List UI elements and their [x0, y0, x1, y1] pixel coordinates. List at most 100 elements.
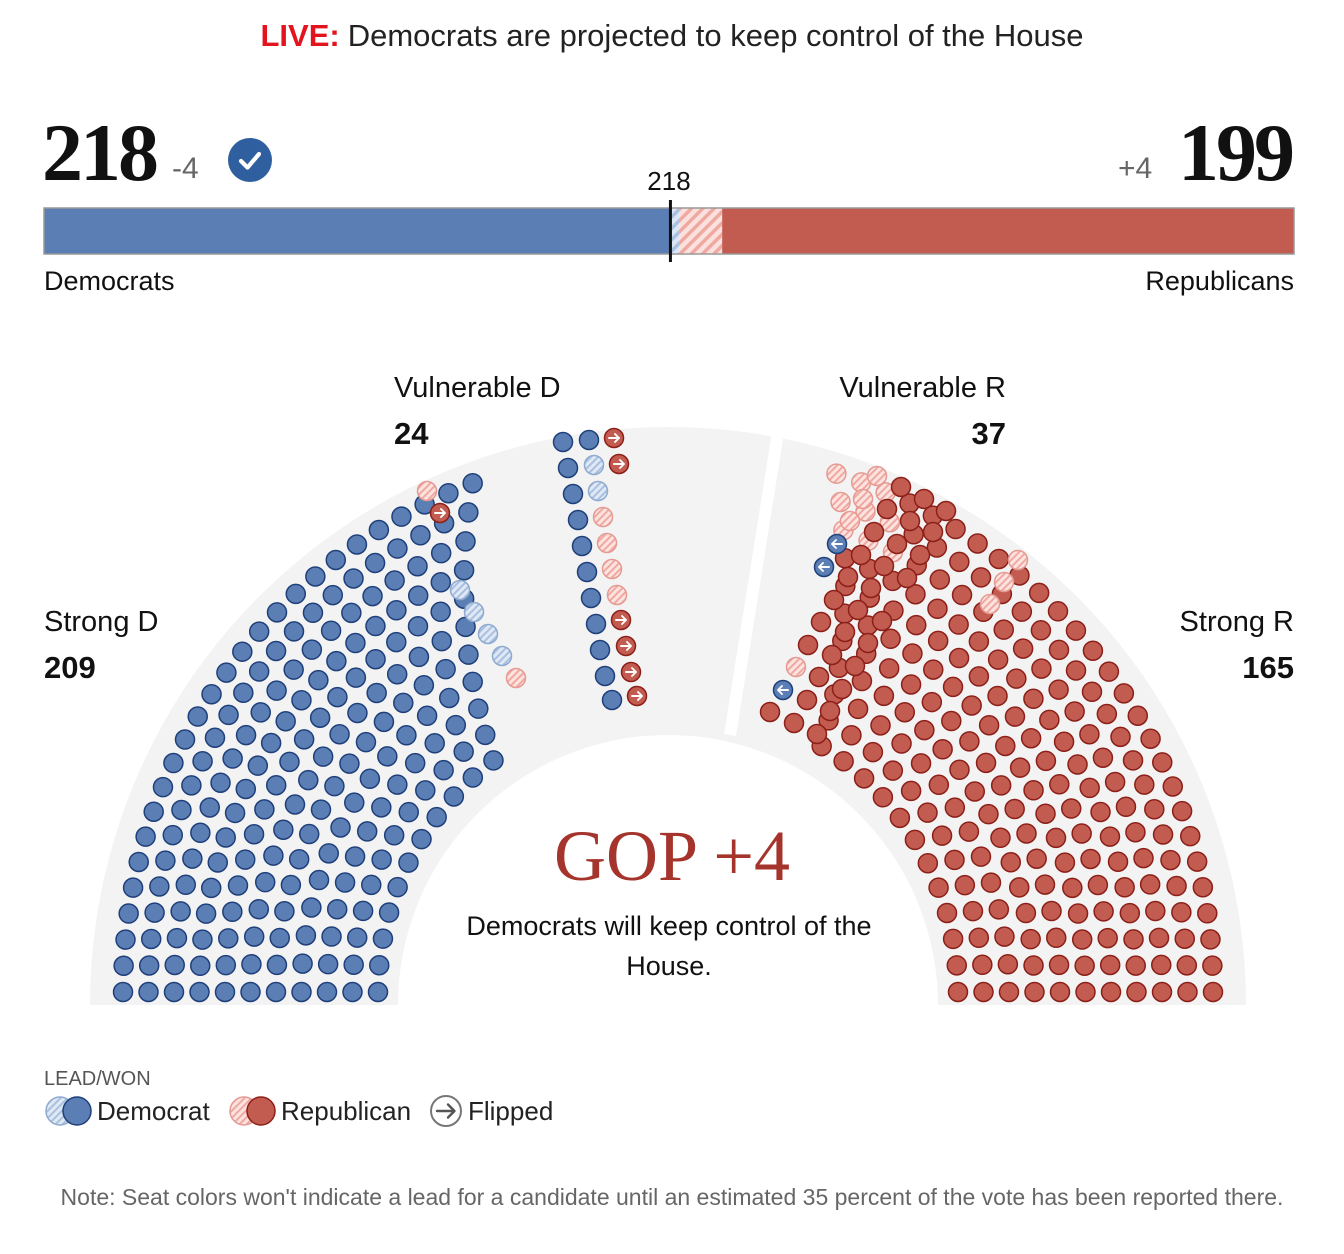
seat-dem — [250, 702, 271, 723]
seat-rep — [1107, 851, 1129, 872]
seat-rep — [913, 488, 935, 510]
vulnerable-r-title: Vulnerable R — [839, 372, 1006, 404]
seat-dem — [190, 822, 211, 844]
seat-dem — [275, 710, 296, 732]
seat-dem — [192, 750, 213, 772]
footnote: Note: Seat colors won't indicate a lead … — [60, 1184, 1284, 1210]
seat-dem — [321, 926, 342, 947]
seat-dem — [398, 801, 420, 823]
seat-rep — [1145, 900, 1166, 922]
seat-dem — [149, 876, 170, 897]
seat-dem — [113, 955, 134, 977]
seat-rep — [1071, 929, 1093, 950]
seat-rep — [796, 689, 818, 711]
seat-dem — [248, 661, 270, 682]
seat-flipped-rep — [626, 685, 648, 707]
seat-rep — [1140, 728, 1161, 749]
seat-dem — [462, 767, 484, 788]
seat-dem — [458, 644, 479, 665]
seat-rep — [1020, 928, 1041, 950]
seat-rep — [1079, 777, 1100, 799]
seat-rep — [978, 714, 1000, 736]
seat-dem — [279, 751, 300, 773]
legend-rep-label: Republican — [281, 1096, 412, 1126]
seat-rep — [1152, 824, 1174, 845]
seat-dem — [386, 631, 407, 653]
seat-rep — [973, 981, 994, 1003]
seat-dem — [152, 776, 174, 798]
seat-dem — [341, 602, 362, 624]
seat-dem — [175, 874, 197, 896]
seat-dem — [234, 849, 256, 870]
seat-rep — [1134, 774, 1155, 795]
headline: LIVE: Democrats are projected to keep con… — [0, 18, 1344, 54]
seat-rep — [873, 555, 895, 577]
seat-dem — [322, 584, 344, 606]
seat-dem — [218, 704, 239, 726]
seat-dem — [431, 630, 453, 652]
seat-dem — [235, 724, 257, 746]
seat-rep — [959, 731, 980, 752]
seat-rep — [831, 678, 853, 700]
seat-rep-leading — [606, 584, 628, 606]
seat-dem — [378, 902, 400, 923]
seat-dem — [292, 953, 313, 974]
seat-dem — [274, 901, 295, 922]
seat-dem — [462, 671, 483, 693]
seat-dem — [235, 778, 257, 800]
seat-rep — [1126, 981, 1147, 1003]
seat-dem — [170, 901, 191, 922]
seat-rep — [910, 753, 932, 774]
seat-dem — [301, 639, 323, 660]
seat-rep — [896, 567, 918, 589]
seat-dem — [361, 874, 382, 896]
seat-dem — [308, 869, 330, 891]
seat-rep — [880, 628, 901, 650]
seat-rep — [1062, 877, 1083, 899]
seat-rep — [1064, 701, 1085, 722]
seat-dem — [585, 613, 607, 635]
seat-rep — [819, 700, 841, 722]
seat-rep — [928, 774, 950, 796]
strong-r-title: Strong R — [1179, 606, 1294, 638]
seat-rep — [1004, 798, 1025, 820]
seat-dem — [266, 602, 288, 623]
seat-flipped-rep — [429, 502, 451, 524]
seat-rep — [837, 566, 859, 588]
seat-flipped-dem — [772, 679, 794, 701]
seat-rep — [1171, 902, 1192, 923]
seat-rep — [1099, 954, 1121, 976]
seat-balance-bar — [43, 200, 1295, 262]
seat-dem — [115, 929, 136, 950]
seat-rep — [1098, 661, 1120, 682]
seat-dem — [594, 665, 616, 687]
live-label: LIVE: — [260, 18, 340, 53]
seat-dem — [384, 570, 405, 591]
seat-dem — [143, 801, 164, 822]
seat-rep — [844, 655, 866, 677]
dem-seat-change: -4 — [172, 152, 199, 185]
seat-dem — [309, 707, 331, 728]
seat-rep — [1035, 803, 1056, 824]
check-icon — [228, 138, 272, 182]
seat-rep — [833, 750, 854, 772]
seat-dem — [316, 981, 338, 1003]
seat-dem — [241, 953, 262, 975]
seat-dem — [204, 727, 226, 748]
seat-dem — [166, 927, 188, 949]
seat-dem — [443, 786, 465, 807]
seat-dem — [215, 827, 236, 848]
seat-dem — [201, 683, 222, 705]
seat-rep — [871, 610, 893, 632]
hemicycle-chart — [90, 419, 1246, 1005]
seat-rep-leading — [601, 558, 623, 580]
seat-rep-leading — [826, 463, 847, 484]
seat-rep — [1171, 800, 1193, 822]
seat-dem — [232, 641, 253, 662]
seat-rep — [1197, 903, 1218, 924]
seat-dem — [344, 792, 365, 813]
seat-dem — [222, 748, 243, 769]
seat-dem-leading — [491, 645, 513, 667]
seat-rep — [1034, 874, 1056, 895]
seat-dem — [291, 981, 312, 1003]
